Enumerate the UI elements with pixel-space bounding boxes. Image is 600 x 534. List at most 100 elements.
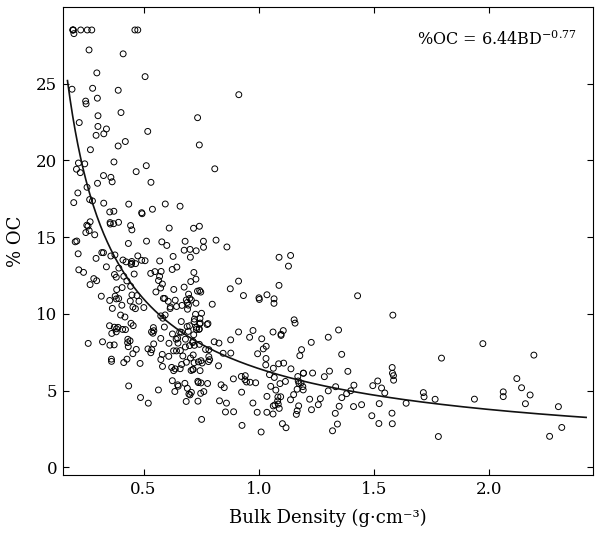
Point <box>155 257 164 265</box>
Point <box>176 317 186 326</box>
Point <box>307 338 316 347</box>
Point <box>323 387 333 395</box>
Point <box>112 327 121 336</box>
Point <box>237 388 247 396</box>
Point <box>99 199 109 207</box>
Point <box>184 301 193 309</box>
Point <box>349 402 358 411</box>
Point <box>388 369 397 378</box>
Point <box>149 340 158 348</box>
Point <box>107 329 116 337</box>
Point <box>325 367 334 375</box>
Point <box>278 326 288 335</box>
Point <box>188 365 198 373</box>
Point <box>184 327 193 336</box>
Point <box>155 272 164 281</box>
Point <box>332 420 342 428</box>
Point <box>173 334 182 342</box>
Point <box>169 285 179 294</box>
Point <box>187 296 196 304</box>
Point <box>124 382 133 390</box>
Point <box>184 290 193 299</box>
Point <box>187 388 196 397</box>
Point <box>142 161 151 170</box>
Point <box>215 397 224 405</box>
Point <box>248 399 258 407</box>
Point <box>353 292 362 300</box>
Point <box>117 301 127 310</box>
Point <box>194 140 204 149</box>
Point <box>331 382 340 391</box>
Point <box>87 26 97 34</box>
Point <box>298 382 308 391</box>
Point <box>156 355 166 364</box>
Point <box>143 127 152 136</box>
Point <box>137 208 146 217</box>
Point <box>160 200 170 208</box>
Point <box>143 399 153 407</box>
Point <box>389 376 398 384</box>
Text: %OC = 6.44BD$^{-0.77}$: %OC = 6.44BD$^{-0.77}$ <box>417 30 577 49</box>
Point <box>88 84 97 92</box>
Point <box>286 396 295 404</box>
Point <box>374 419 383 428</box>
Point <box>545 432 554 441</box>
Point <box>142 237 151 246</box>
Point <box>69 198 79 207</box>
Point <box>189 358 199 367</box>
Point <box>262 342 271 350</box>
Point <box>191 325 201 334</box>
Point <box>185 253 195 262</box>
Point <box>208 300 217 309</box>
Point <box>154 386 163 394</box>
Point <box>162 241 172 250</box>
Point <box>201 345 211 354</box>
Point <box>320 372 329 381</box>
Point <box>148 205 157 214</box>
Point <box>69 29 79 38</box>
Point <box>179 246 189 255</box>
Point <box>194 325 204 333</box>
Point <box>331 409 340 418</box>
Point <box>110 292 120 301</box>
Point <box>119 358 128 367</box>
Point <box>76 26 86 34</box>
Point <box>184 390 194 398</box>
Point <box>110 270 119 279</box>
Point <box>214 339 224 347</box>
Point <box>181 237 190 246</box>
Point <box>164 224 174 232</box>
Point <box>220 383 229 392</box>
Point <box>380 389 389 397</box>
Point <box>128 321 138 330</box>
Point <box>149 326 158 335</box>
Point <box>279 359 289 367</box>
Point <box>517 383 526 392</box>
Point <box>284 262 293 270</box>
Point <box>221 399 231 407</box>
Point <box>131 304 140 313</box>
Point <box>73 189 83 197</box>
Point <box>237 421 247 430</box>
Point <box>160 294 170 303</box>
Point <box>193 397 203 405</box>
Point <box>79 268 88 277</box>
Point <box>160 323 169 331</box>
Point <box>112 325 121 333</box>
Point <box>273 397 283 405</box>
Point <box>123 339 133 347</box>
Point <box>73 249 83 258</box>
Point <box>195 320 205 328</box>
Point <box>194 325 204 334</box>
Point <box>268 410 278 418</box>
Point <box>261 360 271 369</box>
Point <box>557 423 566 431</box>
Point <box>74 119 84 127</box>
Point <box>286 365 296 373</box>
Point <box>146 269 155 278</box>
Point <box>170 387 179 396</box>
Point <box>349 381 359 389</box>
Point <box>110 250 120 259</box>
Point <box>334 326 343 334</box>
Point <box>185 245 195 254</box>
